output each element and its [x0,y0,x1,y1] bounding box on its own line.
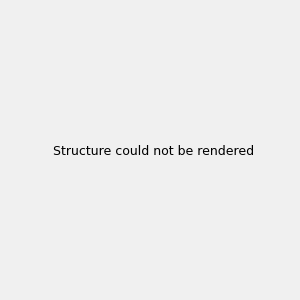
Text: Structure could not be rendered: Structure could not be rendered [53,145,254,158]
